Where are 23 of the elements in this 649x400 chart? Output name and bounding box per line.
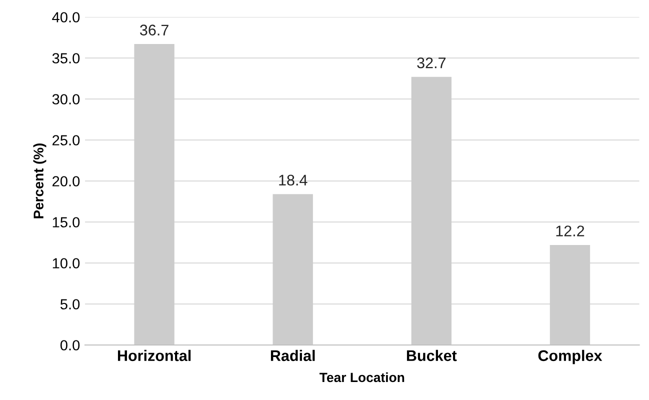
bar — [272, 194, 313, 345]
bar — [134, 44, 174, 345]
y-tick-label: 15.0 — [52, 217, 80, 228]
x-tick-label: Horizontal — [118, 350, 191, 362]
data-label: 32.7 — [417, 57, 446, 68]
y-tick-label: 30.0 — [52, 94, 80, 104]
y-tick-label: 40.0 — [52, 12, 80, 22]
x-tick-label: Complex — [538, 350, 602, 364]
bar — [411, 76, 452, 345]
y-tick-label: 20.0 — [52, 176, 80, 186]
bar — [550, 244, 590, 345]
data-label: 36.7 — [140, 24, 168, 36]
y-axis-title: Percent (%) — [33, 143, 46, 218]
y-tick-label: 35.0 — [52, 53, 80, 64]
x-axis-title: Tear Location — [320, 372, 404, 382]
x-tick-label: Bucket — [406, 350, 457, 362]
data-label: 18.4 — [279, 174, 308, 186]
x-tick-label: Radial — [270, 350, 315, 362]
data-label: 12.2 — [556, 226, 584, 236]
y-tick-label: 10.0 — [52, 258, 80, 268]
y-tick-label: 25.0 — [52, 135, 80, 146]
y-tick-label: 5.0 — [60, 299, 80, 310]
y-tick-label: 0.0 — [60, 340, 80, 350]
